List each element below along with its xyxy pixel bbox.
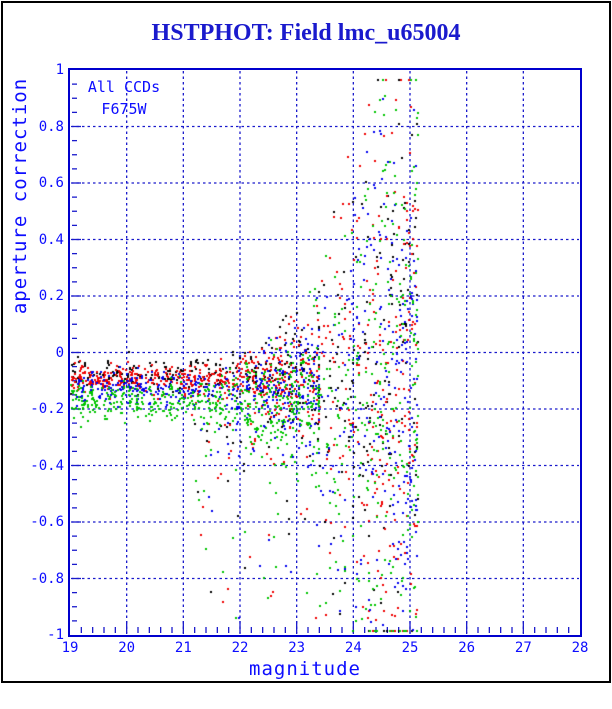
y-tick-label: 0 [55, 344, 64, 361]
y-tick-label: -1 [47, 627, 64, 643]
x-tick-label: 21 [174, 640, 192, 656]
y-tick-label: 0.6 [38, 175, 64, 191]
x-tick-label: 26 [458, 640, 476, 656]
y-tick-label: -0.6 [30, 514, 64, 530]
x-tick-label: 20 [118, 640, 136, 656]
annotation-all-ccds: All CCDs [87, 78, 161, 96]
y-tick-label: 0.8 [38, 118, 64, 135]
y-axis-label: aperture correction [9, 77, 31, 315]
x-tick-label: 27 [514, 640, 532, 656]
y-tick-label: -0.4 [30, 457, 64, 474]
y-tick-label: -0.8 [30, 570, 64, 587]
x-tick-label: 23 [288, 640, 306, 656]
x-tick-label: 19 [61, 640, 79, 656]
y-tick-label: 0.2 [38, 288, 64, 304]
y-tick-label: 1 [55, 62, 64, 78]
annotation-filter: F675W [101, 100, 147, 118]
x-tick-label: 24 [344, 640, 362, 656]
ccd-filter-annotation: All CCDs F675W [72, 76, 176, 120]
y-tick-label: -0.2 [30, 401, 64, 417]
x-tick-label: 28 [571, 640, 589, 656]
x-tick-label: 25 [401, 640, 419, 656]
x-tick-label: 22 [231, 640, 249, 656]
x-axis-label: magnitude [249, 658, 361, 680]
y-tick-label: 0.4 [38, 231, 64, 248]
